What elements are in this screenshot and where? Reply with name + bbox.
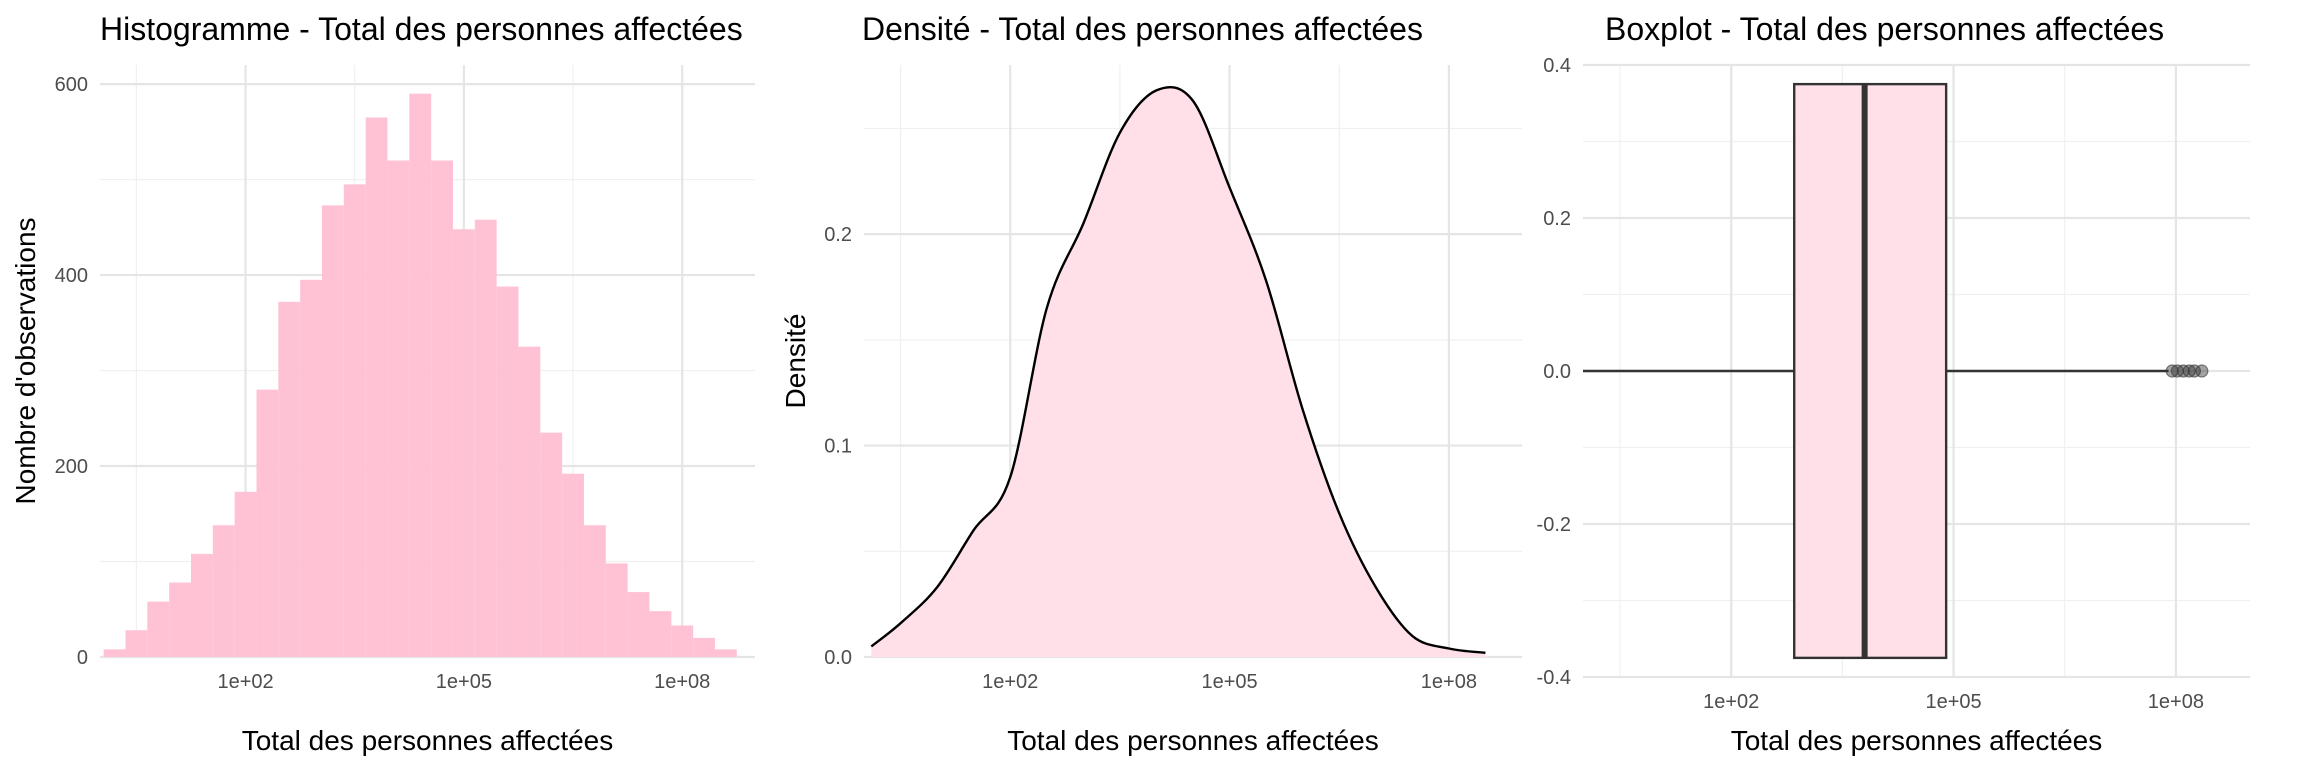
histogram-bar — [409, 93, 432, 658]
histogram-bar — [518, 346, 541, 657]
y-tick-label: 0.0 — [1543, 361, 1571, 383]
y-tick-label: 400 — [55, 265, 88, 287]
x-tick-label: 1e+02 — [217, 671, 273, 693]
x-tick-label: 1e+02 — [1703, 691, 1759, 713]
density-line — [870, 85, 1486, 654]
histogram-bar — [474, 219, 497, 657]
histogram-bar — [583, 525, 606, 657]
histogram-bar — [256, 389, 279, 657]
histogram-bar — [693, 637, 715, 657]
histogram-bar — [300, 279, 322, 657]
outlier-point — [2165, 364, 2179, 378]
x-tick-label: 1e+08 — [654, 671, 710, 693]
histogram-bar — [540, 432, 563, 657]
density-area — [871, 87, 1486, 657]
x-axis-title: Total des personnes affectées — [1007, 725, 1379, 756]
y-tick-label: 200 — [55, 456, 88, 478]
y-tick-label: -0.4 — [1537, 667, 1571, 689]
histogram-bar — [452, 229, 475, 658]
y-tick-label: -0.2 — [1537, 514, 1571, 536]
histogram-bar — [147, 601, 170, 657]
chart-title: Densité - Total des personnes affectées — [862, 11, 1423, 47]
histogram-bar — [387, 160, 410, 657]
histogram-bar — [278, 301, 301, 657]
x-axis-title: Total des personnes affectées — [242, 725, 614, 756]
density-panel: 1e+02 1e+05 1e+08 0.0 0.1 0.2 Densité - Total … — [780, 11, 1522, 756]
outlier-point — [2187, 364, 2202, 378]
x-tick-label: 1e+05 — [1201, 671, 1257, 693]
histogram-panel: 1e+02 1e+05 1e+08 0 200 400 600 Histogramme - T… — [10, 11, 755, 756]
histogram-bar — [605, 563, 628, 657]
histogram-bar — [562, 473, 584, 657]
histogram-bar — [627, 592, 650, 657]
histogram-bar — [321, 205, 344, 657]
boxplot-panel: 1e+02 1e+05 1e+08 -0.4 -0.2 0.0 0.2 0.4 Boxplot … — [1537, 11, 2250, 756]
x-tick-label: 1e+02 — [982, 671, 1038, 693]
y-tick-label: 0.1 — [824, 436, 852, 458]
histogram-bar — [496, 286, 519, 657]
histogram-bar — [431, 160, 453, 657]
y-tick-label: 0.4 — [1543, 55, 1571, 77]
histogram-bar — [365, 117, 388, 658]
y-axis-title: Densité — [780, 314, 811, 409]
chart-title: Boxplot - Total des personnes affectées — [1605, 11, 2164, 47]
x-tick-label: 1e+08 — [2148, 691, 2204, 713]
histogram-bar — [169, 582, 191, 657]
histogram-bar — [343, 184, 366, 657]
histogram-bar — [234, 491, 257, 657]
histogram-bar — [671, 625, 694, 657]
y-tick-label: 0 — [77, 647, 88, 669]
histogram-bar — [212, 525, 235, 657]
x-axis-title: Total des personnes affectées — [1731, 725, 2103, 756]
y-tick-label: 0.2 — [1543, 208, 1571, 230]
box-iqr — [1793, 82, 1948, 660]
histogram-bar — [190, 553, 213, 657]
histogram-bar — [103, 649, 126, 657]
y-tick-label: 0.2 — [824, 224, 852, 246]
x-tick-label: 1e+05 — [436, 671, 492, 693]
y-tick-label: 0.0 — [824, 647, 852, 669]
histogram-bar — [649, 611, 672, 657]
x-tick-label: 1e+05 — [1925, 691, 1981, 713]
x-tick-label: 1e+08 — [1421, 671, 1477, 693]
y-axis-title: Nombre d'observations — [10, 217, 41, 504]
chart-title: Histogramme - Total des personnes affect… — [100, 11, 743, 47]
y-tick-label: 600 — [55, 74, 88, 96]
outlier-point — [2195, 364, 2209, 378]
histogram-bar — [125, 630, 148, 657]
histogram-bar — [714, 649, 737, 657]
